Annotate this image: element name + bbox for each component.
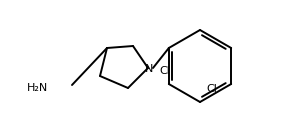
Text: H₂N: H₂N <box>27 83 49 93</box>
Text: Cl: Cl <box>159 66 170 76</box>
Text: Cl: Cl <box>207 84 217 94</box>
Text: N: N <box>145 64 153 74</box>
